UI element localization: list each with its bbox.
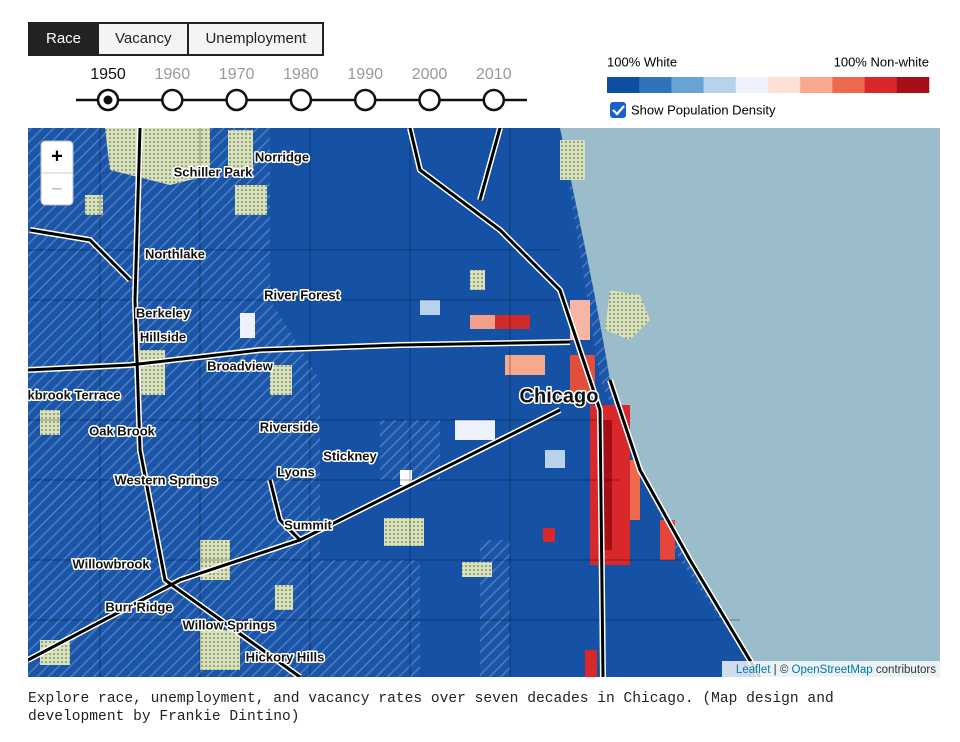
- place-label: Broadview: [207, 358, 274, 373]
- year-stop[interactable]: [353, 88, 377, 112]
- year-label[interactable]: 1960: [155, 66, 191, 83]
- checkmark: [612, 105, 625, 116]
- legend-swatch: [607, 77, 640, 93]
- map-labels: Norridge Schiller Park Northlake River F…: [26, 148, 600, 666]
- place-label: Stickney: [323, 448, 377, 463]
- tab[interactable]: Vacancy: [97, 24, 188, 54]
- year-stop[interactable]: [161, 88, 184, 112]
- year-selected: [103, 95, 113, 105]
- map-tiles: [28, 128, 940, 677]
- year-label[interactable]: 1970: [219, 66, 255, 83]
- year-label[interactable]: 2010: [476, 66, 512, 83]
- legend-right: 100% Non-white: [834, 54, 929, 69]
- zoom-in[interactable]: +: [51, 145, 63, 167]
- year-stop[interactable]: [225, 88, 248, 112]
- year-label[interactable]: 1950: [90, 66, 126, 83]
- legend-swatch: [639, 77, 672, 93]
- tab[interactable]: Unemployment: [187, 24, 323, 54]
- attribution-bg: [722, 661, 940, 677]
- checkbox-label[interactable]: Show Population Density: [631, 102, 776, 117]
- controls: 100% White 100% Non-white Show Populatio…: [76, 54, 930, 118]
- year-stop[interactable]: [418, 88, 441, 112]
- place-label: River Forest: [264, 287, 341, 302]
- legend-swatch: [735, 77, 769, 93]
- legend-left: 100% White: [607, 54, 677, 69]
- attribution: Leaflet | © OpenStreetMap contributors: [736, 664, 936, 676]
- place-label: Hickory Hills: [246, 649, 325, 664]
- place-label: Lyons: [277, 464, 315, 479]
- place-label: Riverside: [260, 419, 319, 434]
- legend-swatch: [864, 77, 898, 93]
- place-label: Summit: [284, 517, 332, 532]
- year-label[interactable]: 1990: [347, 66, 383, 83]
- place-label: Willow Springs: [182, 617, 275, 632]
- map[interactable]: Norridge Schiller Park Northlake River F…: [0, 128, 960, 688]
- tab[interactable]: Race: [30, 24, 98, 54]
- place-label: Northlake: [145, 246, 205, 261]
- place-label: kbrook Terrace: [28, 387, 121, 402]
- checkbox[interactable]: [610, 102, 626, 118]
- place-label: Oak Brook: [89, 423, 156, 438]
- attribution-link[interactable]: OpenStreetMap: [792, 664, 873, 676]
- place-label: Berkeley: [136, 305, 191, 320]
- year-label[interactable]: 1980: [283, 66, 319, 83]
- zoom-out[interactable]: −: [51, 178, 63, 200]
- place-label: Chicago: [520, 385, 599, 407]
- legend-swatch: [703, 77, 737, 93]
- place-label: Norridge: [255, 149, 309, 164]
- legend-swatch: [832, 77, 865, 93]
- legend-swatch: [768, 77, 801, 93]
- place-label: Burr Ridge: [105, 599, 172, 614]
- year-label[interactable]: 2000: [412, 66, 448, 83]
- place-label: Willowbrook: [72, 556, 150, 571]
- year-stop[interactable]: [289, 88, 313, 112]
- attribution-text: contributors: [876, 664, 936, 676]
- caption: Explore race, unemployment, and vacancy …: [28, 691, 834, 725]
- legend-swatch: [800, 77, 833, 93]
- legend-swatch: [896, 77, 930, 93]
- place-label: Western Springs: [114, 472, 217, 487]
- zoom-control: + −: [40, 140, 74, 206]
- attribution-text: | ©: [774, 664, 789, 676]
- place-label: Schiller Park: [174, 164, 254, 179]
- legend-swatch: [671, 77, 704, 93]
- tab-bar: Race Vacancy Unemployment: [28, 22, 325, 56]
- place-label: Hillside: [140, 329, 186, 344]
- year-stop[interactable]: [482, 88, 506, 112]
- attribution-link[interactable]: Leaflet: [736, 664, 771, 676]
